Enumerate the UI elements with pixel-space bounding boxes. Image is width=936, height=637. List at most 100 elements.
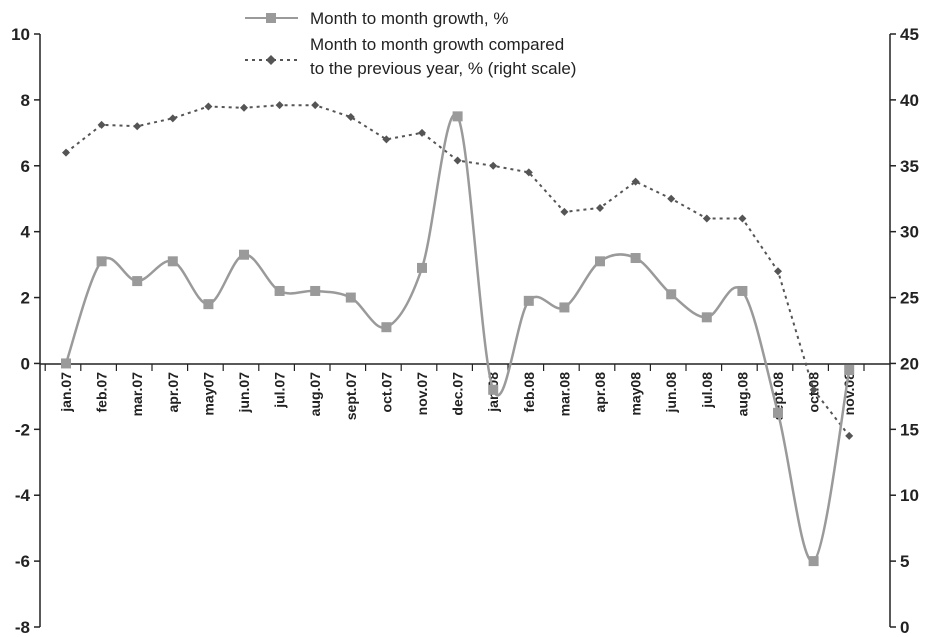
series-2-point xyxy=(774,267,782,276)
x-category-label: aug.08 xyxy=(734,372,750,417)
series-1-point xyxy=(61,358,71,369)
series-2-point xyxy=(168,114,177,123)
legend-label-series-1: Month to month growth, % xyxy=(310,9,508,28)
series-2-point xyxy=(311,101,320,110)
series-1-point xyxy=(381,322,392,333)
right-tick-label: 40 xyxy=(900,91,919,110)
series-1-point xyxy=(701,312,712,323)
series-1-point xyxy=(737,285,748,296)
left-tick-label: -6 xyxy=(15,552,30,571)
series-1-point xyxy=(96,256,107,267)
series-2-point xyxy=(418,128,426,137)
x-category-label: jun.08 xyxy=(663,372,679,414)
left-tick-label: 10 xyxy=(11,25,30,44)
series-2-point xyxy=(62,148,70,157)
x-category-label: jul.07 xyxy=(272,372,288,409)
series-1-point xyxy=(274,285,285,296)
series-1-line xyxy=(64,113,851,563)
series-1-point xyxy=(167,256,178,267)
x-category-label: mar.07 xyxy=(129,372,145,417)
series-1-point xyxy=(239,249,249,260)
right-tick-label: 0 xyxy=(900,618,909,637)
x-category-label: feb.08 xyxy=(521,372,537,413)
x-category-label: may07 xyxy=(200,372,216,416)
x-category-label: apr.08 xyxy=(592,372,608,413)
chart-legend: Month to month growth, % Month to month … xyxy=(245,9,576,78)
left-tick-label: -2 xyxy=(15,420,30,439)
series-2-point xyxy=(346,113,355,122)
left-tick-label: 6 xyxy=(21,157,30,176)
legend-marker-series-1 xyxy=(266,13,276,23)
x-category-label: may08 xyxy=(628,372,644,416)
x-category-label: jun.07 xyxy=(236,372,252,414)
x-category-label: oct.07 xyxy=(378,372,394,413)
series-1-point xyxy=(452,111,463,122)
x-category-label: mar.08 xyxy=(556,372,572,417)
right-tick-label: 45 xyxy=(900,25,919,44)
left-tick-label: 4 xyxy=(21,223,31,242)
legend-marker-series-2 xyxy=(266,55,276,65)
right-tick-label: 25 xyxy=(900,289,919,308)
x-category-label: apr.07 xyxy=(165,372,181,413)
series-1-point xyxy=(132,276,143,287)
series-2-point xyxy=(382,135,391,144)
left-tick-label: 8 xyxy=(21,91,30,110)
series-2-point xyxy=(809,385,818,394)
series-1-point xyxy=(595,256,605,267)
x-category-label: feb.07 xyxy=(94,372,110,413)
left-tick-label: -4 xyxy=(15,486,31,505)
series-1-point xyxy=(523,295,534,306)
series-1-point xyxy=(417,262,427,273)
legend-label-series-2-line-1: Month to month growth compared xyxy=(310,35,564,54)
right-tick-label: 15 xyxy=(900,420,919,439)
series-2-group xyxy=(62,101,854,440)
series-1-point xyxy=(488,384,499,395)
right-axis-ticks: 45 40 35 30 25 20 15 10 5 0 xyxy=(890,25,919,637)
series-1-point xyxy=(345,292,356,303)
series-2-point xyxy=(738,214,747,223)
right-tick-label: 20 xyxy=(900,354,919,373)
series-1-point xyxy=(203,299,214,310)
right-tick-label: 30 xyxy=(900,223,919,242)
series-2-point xyxy=(204,102,213,111)
x-category-label: aug.07 xyxy=(307,372,323,417)
left-axis-ticks: 10 8 6 4 2 0 -2 -4 -6 -8 xyxy=(11,25,40,637)
x-category-label: jul.08 xyxy=(699,372,715,409)
x-category-label: nov.07 xyxy=(414,372,430,416)
right-tick-label: 5 xyxy=(900,552,909,571)
legend-label-series-2-line-2: to the previous year, % (right scale) xyxy=(310,59,576,78)
series-1-point xyxy=(844,365,855,376)
series-2-point xyxy=(702,214,711,223)
right-tick-label: 35 xyxy=(900,157,919,176)
series-1-point xyxy=(310,285,321,296)
x-axis-category-labels: jan.07 feb.07 mar.07 apr.07 may07 jun.07 jul.0… xyxy=(58,372,857,420)
series-2-point xyxy=(97,120,106,129)
series-1-point xyxy=(630,253,641,264)
series-2-point xyxy=(240,103,248,112)
series-1-group xyxy=(61,111,855,567)
series-2-point xyxy=(489,161,498,170)
x-axis-ticks xyxy=(44,364,865,371)
series-1-point xyxy=(773,407,783,418)
series-1-point xyxy=(559,302,570,313)
x-category-label: dec.07 xyxy=(450,372,466,416)
series-2-point xyxy=(631,177,640,186)
series-1-point xyxy=(808,556,819,567)
series-2-point xyxy=(275,101,284,110)
series-2-point xyxy=(845,431,854,440)
series-1-point xyxy=(666,289,677,300)
left-tick-label: 2 xyxy=(21,289,30,308)
x-category-label: sept.07 xyxy=(343,372,359,420)
series-2-markers xyxy=(62,101,854,440)
right-tick-label: 10 xyxy=(900,486,919,505)
series-2-point xyxy=(596,203,604,212)
series-2-point xyxy=(524,168,533,177)
left-tick-label: -8 xyxy=(15,618,30,637)
x-category-label: jan.07 xyxy=(58,372,74,413)
series-2-point xyxy=(560,207,569,216)
series-1-markers xyxy=(61,111,855,567)
series-2-point xyxy=(453,156,462,165)
series-2-point xyxy=(133,122,142,131)
left-tick-label: 0 xyxy=(21,354,30,373)
